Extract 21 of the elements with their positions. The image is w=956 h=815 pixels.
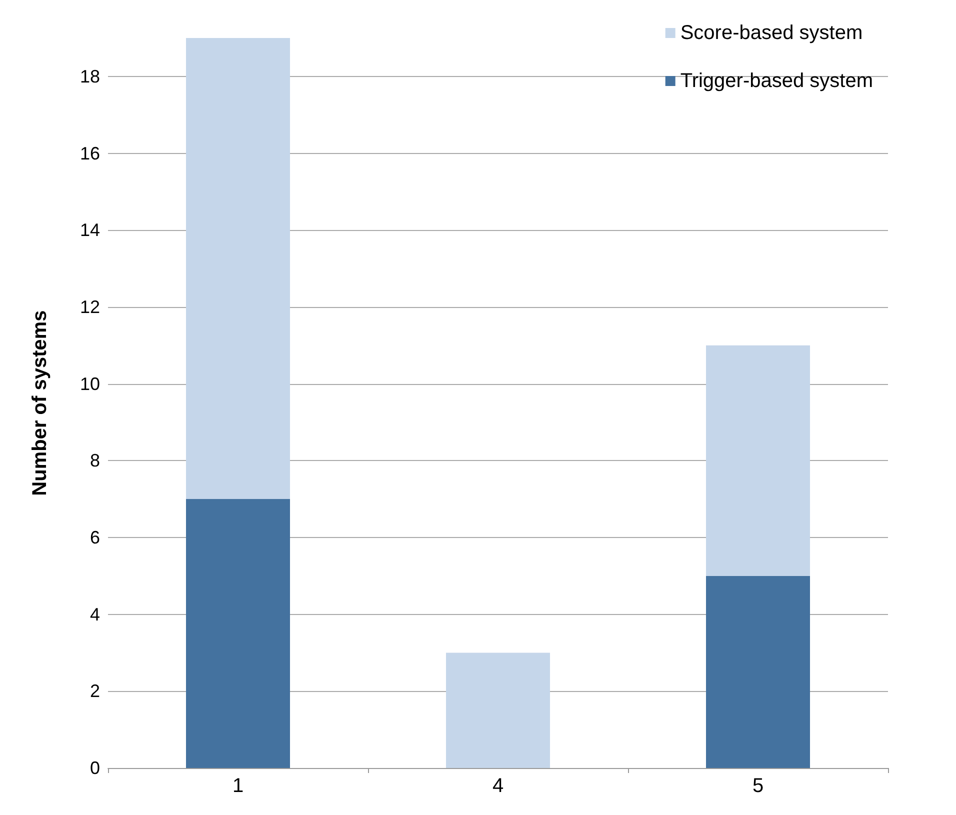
legend-label: Score-based system <box>680 22 863 44</box>
bar <box>706 576 810 768</box>
y-tick-label: 14 <box>80 220 100 240</box>
y-tick-label: 6 <box>90 527 100 548</box>
y-tick-label: 0 <box>90 758 100 778</box>
y-tick-label: 2 <box>90 681 100 702</box>
bar <box>446 652 550 768</box>
bar <box>186 499 290 768</box>
x-tick-label: 4 <box>492 775 504 797</box>
y-tick-label: 12 <box>80 296 100 317</box>
bar <box>186 38 290 500</box>
x-tick-label: 5 <box>752 775 764 797</box>
y-tick-label: 10 <box>80 374 100 394</box>
y-tick-label: 18 <box>80 66 100 86</box>
y-tick-label: 16 <box>80 143 100 164</box>
y-tick-label: 4 <box>90 604 100 624</box>
y-axis-title: Number of systems <box>29 310 51 496</box>
x-tick-label: 1 <box>232 775 244 797</box>
y-tick-label: 8 <box>90 450 100 471</box>
bar <box>706 345 810 576</box>
legend-label: Trigger-based system <box>680 70 873 92</box>
